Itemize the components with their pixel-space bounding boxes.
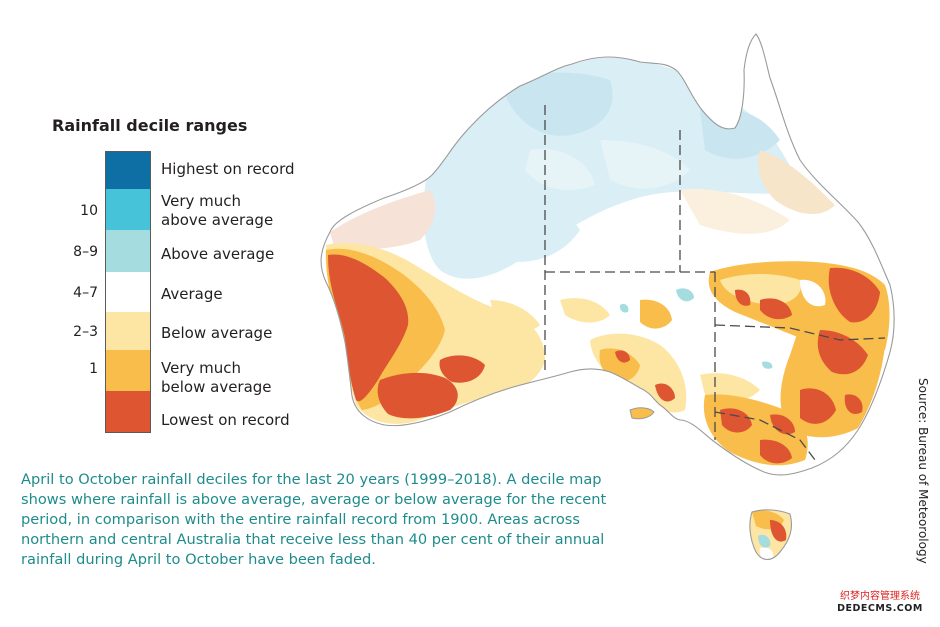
legend-label-above: Above average [161, 245, 275, 263]
legend-swatch-above [106, 230, 150, 272]
watermark-line1: 织梦内容管理系统 [840, 591, 920, 602]
legend-swatch-lowest [106, 391, 150, 432]
legend-decile-1: 1 [89, 361, 98, 377]
legend-swatch-very-much-below [106, 350, 150, 391]
source-credit: Source: Bureau of Meteorology [916, 378, 930, 564]
watermark-line2: DEDECMS.COM [837, 603, 923, 614]
map-caption: April to October rainfall deciles for th… [21, 471, 607, 568]
legend-label-below: Below average [161, 324, 273, 342]
legend-label-very-much-below-line2: below average [161, 378, 272, 396]
legend-label-very-much-above-line2: above average [161, 211, 274, 229]
legend-label-very-much-above: Very much above average [161, 192, 273, 230]
legend-swatch-very-much-above [106, 189, 150, 230]
legend-decile-10: 10 [80, 203, 98, 219]
border-nsw-vic [714, 411, 816, 461]
legend-color-bar [105, 151, 151, 433]
legend-decile-2-3: 2–3 [73, 324, 98, 340]
legend-label-very-much-below-line1: Very much [161, 359, 242, 377]
australia-rainfall-map [320, 33, 895, 561]
watermark: 织梦内容管理系统 DEDECMS.COM [828, 590, 932, 615]
legend-label-lowest: Lowest on record [161, 411, 290, 429]
legend-title: Rainfall decile ranges [52, 116, 248, 135]
kangaroo-island [630, 407, 654, 419]
kangaroo-island-coastline [629, 407, 655, 420]
legend-label-highest: Highest on record [161, 160, 295, 178]
legend-label-very-much-below: Very much below average [161, 359, 272, 397]
legend-label-average: Average [161, 285, 223, 303]
legend-decile-8-9: 8–9 [73, 244, 98, 260]
state-borders [544, 105, 886, 461]
legend-swatch-highest [106, 152, 150, 189]
legend-swatch-below [106, 312, 150, 350]
legend-label-very-much-above-line1: Very much [161, 192, 242, 210]
legend-swatch-average [106, 272, 150, 312]
border-qld-nsw [714, 324, 886, 341]
legend-decile-4-7: 4–7 [73, 285, 98, 301]
